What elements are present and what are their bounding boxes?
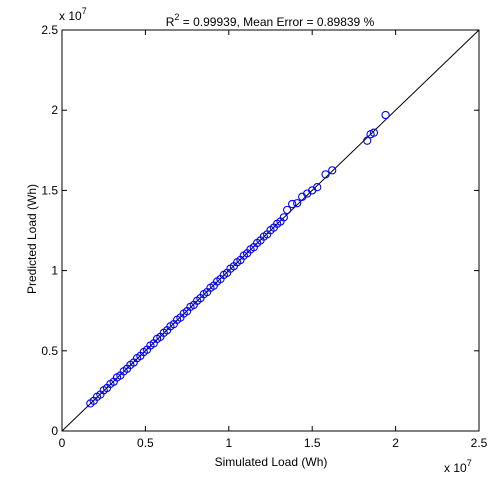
data-point [288, 199, 297, 209]
reference-line [61, 29, 480, 432]
y-tick-label: 1 [51, 264, 58, 278]
x-tick-label: 2 [392, 436, 399, 450]
y-tick-label: 0.5 [41, 344, 58, 358]
data-point [283, 205, 292, 215]
y-axis-exponent: x 107 [59, 6, 87, 23]
data-point [328, 166, 337, 175]
x-tick-label: 1 [225, 436, 232, 450]
y-tick-label: 0 [51, 424, 58, 438]
data-point [313, 183, 322, 192]
data-point [321, 170, 330, 179]
data-point [279, 213, 288, 222]
data-point [293, 199, 302, 208]
data-point [369, 128, 379, 137]
x-tick-label: 1.5 [304, 436, 321, 450]
x-tick-label: 2.5 [471, 436, 488, 450]
data-point [381, 110, 390, 120]
chart-title: R2 = 0.99939, Mean Error = 0.89839 % [166, 12, 375, 29]
reference-line-layer [61, 29, 480, 432]
y-tick-label: 2.5 [41, 23, 58, 37]
x-axis-ticks: 0 0.5 1 1.5 2 2.5 [59, 30, 488, 450]
x-axis-label: Simulated Load (Wh) [215, 455, 328, 469]
x-tick-label: 0.5 [137, 436, 154, 450]
x-axis-exponent: x 107 [444, 458, 472, 475]
y-tick-label: 2 [51, 103, 58, 117]
data-point [363, 136, 372, 145]
title-rest: = 0.99939, Mean Error = 0.89839 % [179, 15, 374, 29]
y-tick-label: 1.5 [41, 183, 58, 197]
x-tick-label: 0 [59, 436, 66, 450]
title-superscript: 2 [174, 12, 179, 22]
y-axis-label: Predicted Load (Wh) [25, 184, 39, 294]
title-prefix: R [166, 15, 175, 29]
data-points [86, 110, 390, 408]
svg-text:R2 = 0.99939, Mean Error = 0.8: R2 = 0.99939, Mean Error = 0.89839 % [166, 12, 375, 29]
y-axis-ticks: 0 0.5 1 1.5 2 2.5 [41, 23, 479, 438]
